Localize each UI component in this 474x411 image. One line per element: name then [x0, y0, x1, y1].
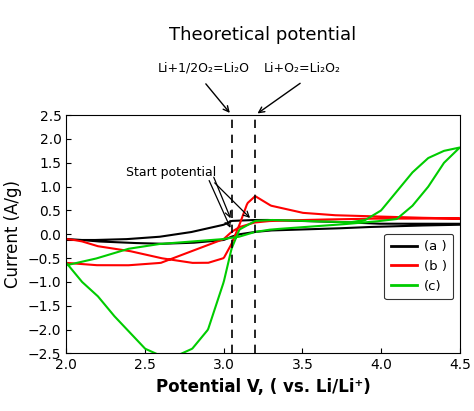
Text: Li+1/2O₂=Li₂O: Li+1/2O₂=Li₂O — [158, 62, 250, 74]
Legend: (a ), (b ), (c): (a ), (b ), (c) — [384, 234, 453, 299]
X-axis label: Potential V, ( vs. Li/Li⁺): Potential V, ( vs. Li/Li⁺) — [155, 378, 371, 396]
Text: Theoretical potential: Theoretical potential — [169, 25, 357, 44]
Y-axis label: Current (A/g): Current (A/g) — [4, 180, 22, 288]
Text: Start potential: Start potential — [126, 166, 217, 179]
Text: Li+O₂=Li₂O₂: Li+O₂=Li₂O₂ — [264, 62, 341, 74]
